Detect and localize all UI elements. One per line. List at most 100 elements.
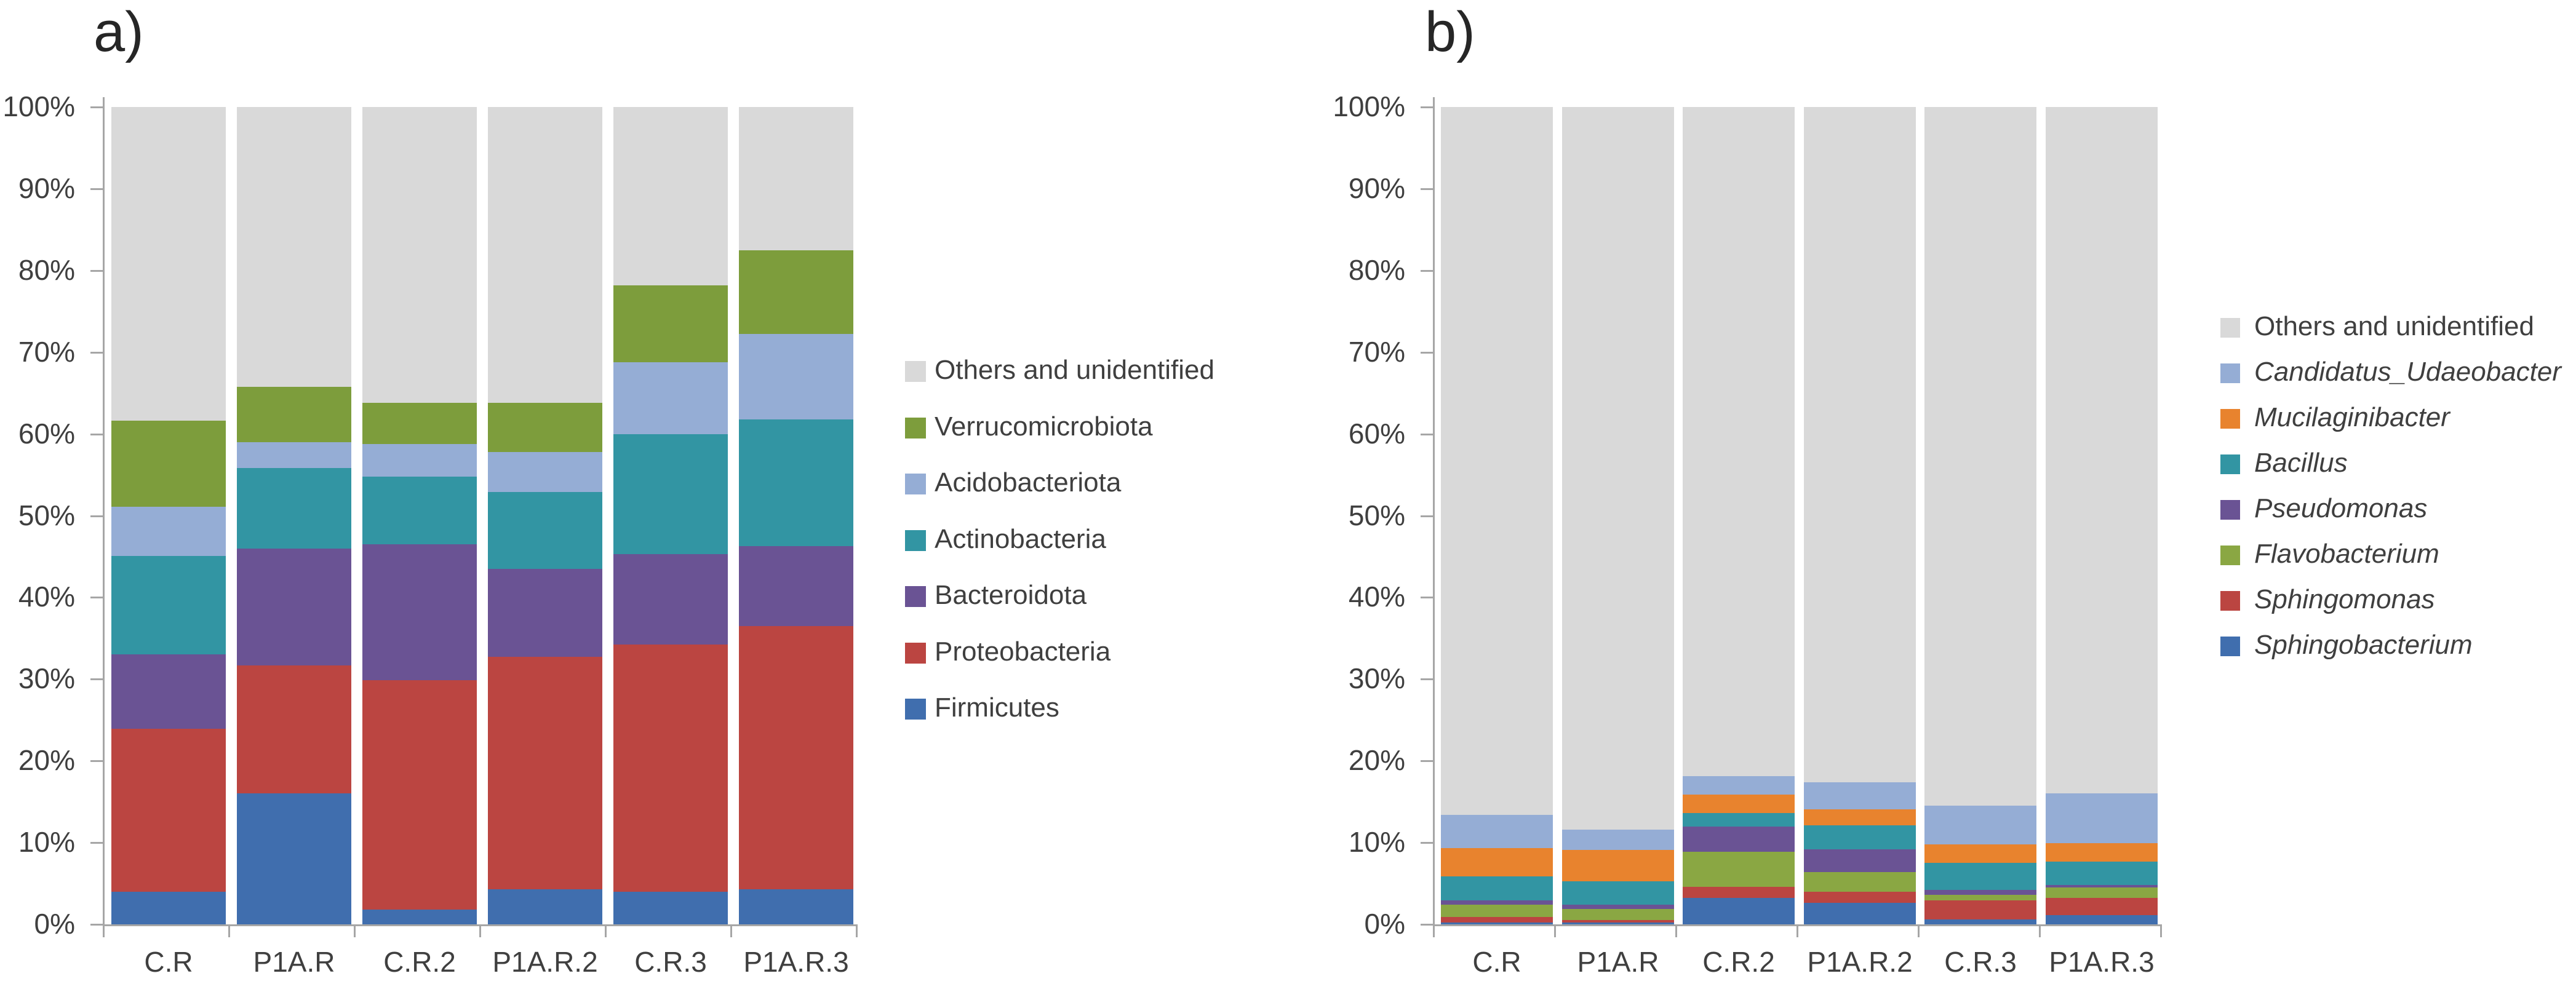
bar-segment-a-P1A.R-Actinobacteria	[237, 468, 351, 549]
bar-segment-a-C.R-Others and unidentified	[111, 107, 226, 421]
y-tick-label-a-80%: 80%	[18, 253, 75, 286]
y-tick-label-a-60%: 60%	[18, 417, 75, 450]
y-tick-b-0%	[1421, 924, 1433, 926]
x-axis-label-b-C.R.2: C.R.2	[1702, 946, 1775, 978]
y-tick-label-a-0%: 0%	[34, 908, 75, 940]
bar-segment-b-C.R-Sphingobacterium	[1441, 923, 1553, 924]
bar-segment-b-P1A.R.3-Candidatus_Udaeobacter	[2046, 793, 2158, 844]
bar-segment-b-C.R.3-Flavobacterium	[1924, 895, 2036, 901]
y-tick-label-b-80%: 80%	[1348, 253, 1405, 286]
y-axis-line-b	[1433, 97, 1435, 926]
y-tick-label-a-20%: 20%	[18, 744, 75, 777]
y-tick-b-30%	[1421, 678, 1433, 681]
legend-swatch-a-Bacteroidota	[905, 586, 926, 607]
legend-swatch-b-Bacillus	[2220, 454, 2240, 474]
bar-segment-a-C.R-Actinobacteria	[111, 555, 226, 655]
category-tick-a-2	[354, 926, 356, 937]
y-tick-label-a-40%: 40%	[18, 581, 75, 613]
y-tick-b-40%	[1421, 597, 1433, 599]
bar-segment-a-C.R-Acidobacteriota	[111, 506, 226, 556]
bar-segment-a-C.R.2-Actinobacteria	[362, 476, 477, 544]
bar-segment-b-P1A.R-Others and unidentified	[1562, 107, 1674, 830]
category-tick-a-0	[103, 926, 105, 937]
bar-segment-b-C.R-Flavobacterium	[1441, 905, 1553, 918]
legend-label-a-Bacteroidota: Bacteroidota	[935, 580, 1087, 610]
category-tick-b-3	[1796, 926, 1798, 937]
bar-segment-a-P1A.R.3-Actinobacteria	[739, 419, 853, 546]
bar-segment-b-C.R-Pseudomonas	[1441, 900, 1553, 905]
bar-segment-a-C.R.2-Others and unidentified	[362, 107, 477, 403]
y-tick-label-a-50%: 50%	[18, 499, 75, 531]
y-tick-a-70%	[90, 351, 103, 354]
bar-segment-b-P1A.R.2-Sphingomonas	[1804, 891, 1916, 903]
bar-segment-b-P1A.R.2-Candidatus_Udaeobacter	[1804, 782, 1916, 809]
y-tick-a-50%	[90, 515, 103, 517]
bar-segment-a-P1A.R.3-Bacteroidota	[739, 546, 853, 626]
bar-segment-b-P1A.R-Candidatus_Udaeobacter	[1562, 829, 1674, 851]
legend-swatch-b-Mucilaginibacter	[2220, 409, 2240, 429]
legend-swatch-a-Acidobacteriota	[905, 474, 926, 494]
x-axis-label-a-P1A.R.3: P1A.R.3	[743, 946, 849, 978]
x-axis-label-a-C.R: C.R	[144, 946, 193, 978]
bar-segment-b-P1A.R.3-Mucilaginibacter	[2046, 843, 2158, 862]
bar-segment-b-P1A.R-Sphingomonas	[1562, 920, 1674, 923]
bar-segment-b-P1A.R.3-Pseudomonas	[2046, 885, 2158, 888]
y-tick-a-30%	[90, 678, 103, 681]
panel-b-title: b)	[1425, 1, 1475, 63]
x-axis-label-b-C.R.3: C.R.3	[1944, 946, 2017, 978]
category-tick-a-1	[228, 926, 230, 937]
x-axis-label-b-P1A.R.3: P1A.R.3	[2049, 946, 2155, 978]
bar-segment-a-P1A.R.2-Proteobacteria	[488, 657, 602, 889]
y-tick-label-b-10%: 10%	[1348, 826, 1405, 859]
bar-segment-b-P1A.R-Flavobacterium	[1562, 908, 1674, 921]
y-tick-b-100%	[1421, 106, 1433, 108]
y-tick-b-10%	[1421, 842, 1433, 844]
y-tick-a-60%	[90, 433, 103, 435]
y-tick-label-b-60%: 60%	[1348, 417, 1405, 450]
bar-segment-b-P1A.R.2-Pseudomonas	[1804, 849, 1916, 872]
legend-label-b-Candidatus_Udaeobacter: Candidatus_Udaeobacter	[2254, 357, 2562, 387]
bar-segment-b-C.R.3-Sphingobacterium	[1924, 919, 2036, 924]
legend-swatch-b-Others and unidentified	[2220, 318, 2240, 338]
bar-segment-b-C.R-Others and unidentified	[1441, 107, 1553, 815]
bar-segment-b-C.R.2-Candidatus_Udaeobacter	[1683, 776, 1795, 795]
legend-swatch-a-Proteobacteria	[905, 642, 926, 664]
category-tick-a-6	[856, 926, 858, 937]
legend-label-a-Proteobacteria: Proteobacteria	[935, 636, 1111, 667]
legend-label-b-Pseudomonas: Pseudomonas	[2254, 493, 2428, 523]
category-tick-b-2	[1675, 926, 1677, 937]
x-axis-line-b	[1433, 924, 2162, 926]
bar-segment-a-C.R.2-Verrucomicrobiota	[362, 403, 477, 444]
bar-segment-b-C.R-Mucilaginibacter	[1441, 848, 1553, 876]
legend-label-a-Others and unidentified: Others and unidentified	[935, 355, 1214, 385]
bar-segment-b-C.R.3-Pseudomonas	[1924, 890, 2036, 895]
y-tick-b-80%	[1421, 269, 1433, 272]
bar-segment-a-C.R.2-Proteobacteria	[362, 680, 477, 910]
y-tick-label-b-70%: 70%	[1348, 335, 1405, 368]
bar-segment-a-C.R.3-Proteobacteria	[613, 645, 728, 892]
legend-swatch-a-Actinobacteria	[905, 530, 926, 551]
bar-segment-b-C.R.2-Pseudomonas	[1683, 826, 1795, 852]
bar-segment-b-P1A.R-Bacillus	[1562, 881, 1674, 905]
bar-segment-a-P1A.R-Bacteroidota	[237, 548, 351, 665]
y-tick-b-90%	[1421, 188, 1433, 190]
bar-segment-a-P1A.R.2-Actinobacteria	[488, 491, 602, 569]
y-tick-label-b-0%: 0%	[1364, 908, 1405, 940]
bar-segment-b-P1A.R-Pseudomonas	[1562, 905, 1674, 909]
bar-segment-a-P1A.R.3-Acidobacteriota	[739, 334, 853, 419]
x-axis-label-a-C.R.2: C.R.2	[383, 946, 456, 978]
bar-segment-b-P1A.R.2-Sphingobacterium	[1804, 903, 1916, 924]
legend-swatch-a-Firmicutes	[905, 699, 926, 720]
bar-segment-a-P1A.R.2-Bacteroidota	[488, 568, 602, 657]
bar-segment-a-P1A.R.2-Firmicutes	[488, 889, 602, 924]
bar-segment-a-P1A.R-Proteobacteria	[237, 665, 351, 794]
x-axis-label-b-P1A.R: P1A.R	[1577, 946, 1659, 978]
legend-label-a-Verrucomicrobiota: Verrucomicrobiota	[935, 411, 1153, 442]
category-tick-b-4	[1918, 926, 1920, 937]
bar-segment-b-C.R.3-Mucilaginibacter	[1924, 844, 2036, 863]
legend-label-a-Acidobacteriota: Acidobacteriota	[935, 467, 1122, 498]
bar-segment-b-C.R.2-Others and unidentified	[1683, 107, 1795, 777]
category-tick-a-4	[605, 926, 607, 937]
bar-segment-a-C.R.3-Verrucomicrobiota	[613, 285, 728, 362]
y-tick-a-10%	[90, 842, 103, 844]
